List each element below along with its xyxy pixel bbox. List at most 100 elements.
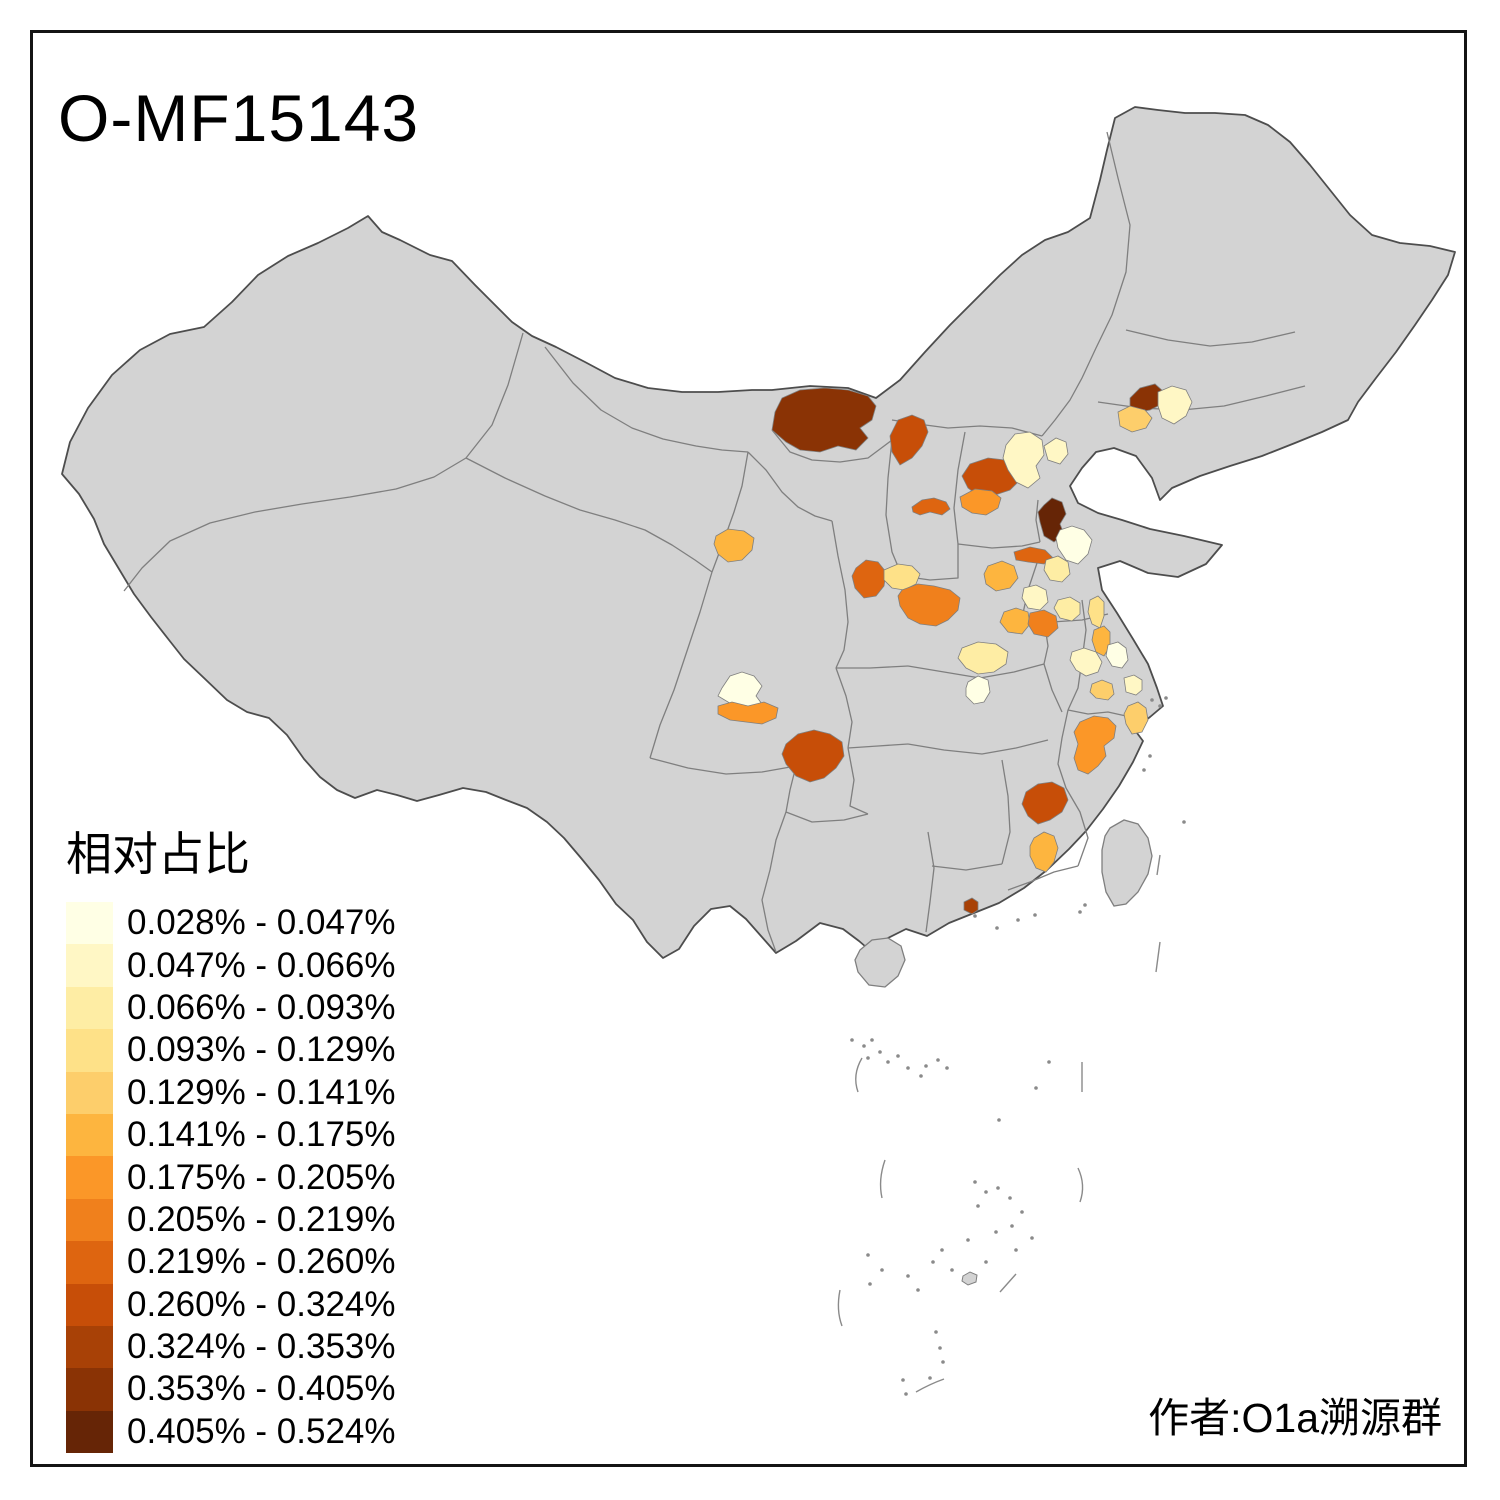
map-region-r17 — [1053, 596, 1081, 622]
legend-label: 0.093% - 0.129% — [127, 1030, 396, 1070]
sea-islet-dot — [1033, 913, 1037, 917]
sea-islet-dot — [896, 1054, 900, 1058]
sea-islet-dot — [924, 1064, 928, 1068]
map-region-r18 — [999, 607, 1031, 635]
map-region-r19 — [1027, 609, 1059, 638]
map-region-r5 — [959, 488, 1002, 516]
sea-islet-dot — [862, 1044, 866, 1048]
legend-label: 0.066% - 0.093% — [127, 987, 396, 1027]
province-border — [771, 429, 893, 463]
map-region-r35 — [717, 701, 779, 725]
sea-islet-dot — [919, 1074, 923, 1078]
legend-swatch — [66, 1071, 113, 1114]
province-border — [907, 739, 1049, 755]
sea-islet-dot — [984, 1260, 988, 1264]
hainan-island — [854, 937, 906, 988]
province-border — [649, 757, 797, 775]
sea-islet-dot — [950, 1268, 954, 1272]
province-border — [847, 747, 869, 815]
legend-swatch — [66, 902, 113, 945]
map-region-r24 — [957, 641, 1009, 675]
legend-swatch — [66, 944, 113, 987]
sea-islet-dot — [976, 1204, 980, 1208]
legend-row: 0.405% - 0.524% — [66, 1410, 396, 1454]
province-border — [1125, 329, 1296, 347]
province-border — [925, 831, 935, 933]
sea-islet-dot — [868, 1282, 872, 1286]
sea-islet-dot — [1148, 754, 1152, 758]
mainland-outline — [61, 106, 1456, 959]
sea-boundary-arc — [1156, 854, 1161, 876]
map-mainland — [61, 106, 1456, 959]
sea-boundary-arc — [855, 1057, 863, 1093]
sea-islet-dot — [1020, 1210, 1024, 1214]
legend-row: 0.324% - 0.353% — [66, 1325, 396, 1369]
sea-islet-dot — [878, 1050, 882, 1054]
legend-label: 0.175% - 0.205% — [127, 1157, 396, 1197]
sea-islet-dot — [1030, 1236, 1034, 1240]
legend-row: 0.129% - 0.141% — [66, 1071, 396, 1114]
legend: 相对占比 0.028% - 0.047% 0.047% - 0.066% 0.066… — [66, 818, 396, 1454]
sea-boundary-arc — [999, 1273, 1017, 1293]
sea-islet-dot — [1158, 704, 1162, 708]
province-border — [885, 439, 903, 577]
legend-row: 0.066% - 0.093% — [66, 986, 396, 1030]
sea-islet-dot — [880, 1268, 884, 1272]
sea-islet-dot — [904, 1392, 908, 1396]
sea-boundary-arc — [879, 1159, 886, 1199]
legend-label: 0.028% - 0.047% — [127, 903, 396, 943]
sea-islet-dot — [945, 1066, 949, 1070]
legend-label: 0.260% - 0.324% — [127, 1284, 396, 1324]
small-island — [961, 1271, 978, 1286]
map-region-r39 — [963, 897, 979, 915]
legend-swatch — [66, 986, 113, 1030]
map-region-r26 — [1087, 595, 1105, 629]
map-region-r30 — [1089, 679, 1115, 701]
province-border — [1007, 865, 1079, 891]
sea-islet-dot — [866, 1253, 870, 1257]
legend-swatch — [66, 1368, 113, 1411]
legend-swatch — [66, 1241, 113, 1284]
legend-label: 0.205% - 0.219% — [127, 1199, 396, 1239]
sea-islet-dot — [973, 1180, 977, 1184]
legend-title: 相对占比 — [66, 828, 250, 880]
legend-label: 0.324% - 0.353% — [127, 1327, 396, 1367]
map-region-r37 — [1021, 781, 1069, 825]
sea-islet-dot — [906, 1274, 910, 1278]
legend-swatch — [66, 1113, 113, 1157]
sea-islet-dot — [1164, 696, 1168, 700]
sea-islet-dot — [995, 926, 999, 930]
map-region-r25 — [965, 675, 991, 705]
sea-islet-dot — [928, 1376, 932, 1380]
legend-row: 0.205% - 0.219% — [66, 1198, 396, 1242]
map-region-r34 — [717, 671, 763, 711]
sea-islet-dot — [941, 1360, 945, 1364]
map-region-r31 — [1123, 674, 1143, 696]
legend-label: 0.405% - 0.524% — [127, 1411, 396, 1451]
province-border — [649, 571, 713, 759]
attribution: 作者:O1a溯源群 — [1148, 1395, 1442, 1441]
province-border — [1043, 619, 1063, 713]
sea-boundary-arc — [1155, 941, 1161, 973]
sea-islet-dot — [1182, 820, 1186, 824]
sea-boundary-arc — [915, 1378, 945, 1393]
sea-islet-dot — [984, 1190, 988, 1194]
sea-islet-dot — [906, 1066, 910, 1070]
map-region-r33 — [1073, 715, 1117, 775]
map-region-r4 — [911, 497, 951, 516]
map-region-r7 — [1043, 437, 1069, 465]
province-border — [1035, 499, 1041, 543]
map-region-r38 — [1029, 831, 1059, 873]
sea-islet-dot — [973, 914, 977, 918]
map-region-r10 — [1117, 405, 1153, 433]
legend-swatch — [66, 1283, 113, 1326]
province-border — [831, 520, 849, 669]
sea-islet-dot — [1142, 768, 1146, 772]
sea-islet-dot — [997, 1118, 1001, 1122]
province-border — [1065, 787, 1089, 867]
sea-islet-dot — [1083, 903, 1087, 907]
legend-swatch — [66, 1029, 113, 1072]
map-region-r15 — [1043, 555, 1071, 583]
